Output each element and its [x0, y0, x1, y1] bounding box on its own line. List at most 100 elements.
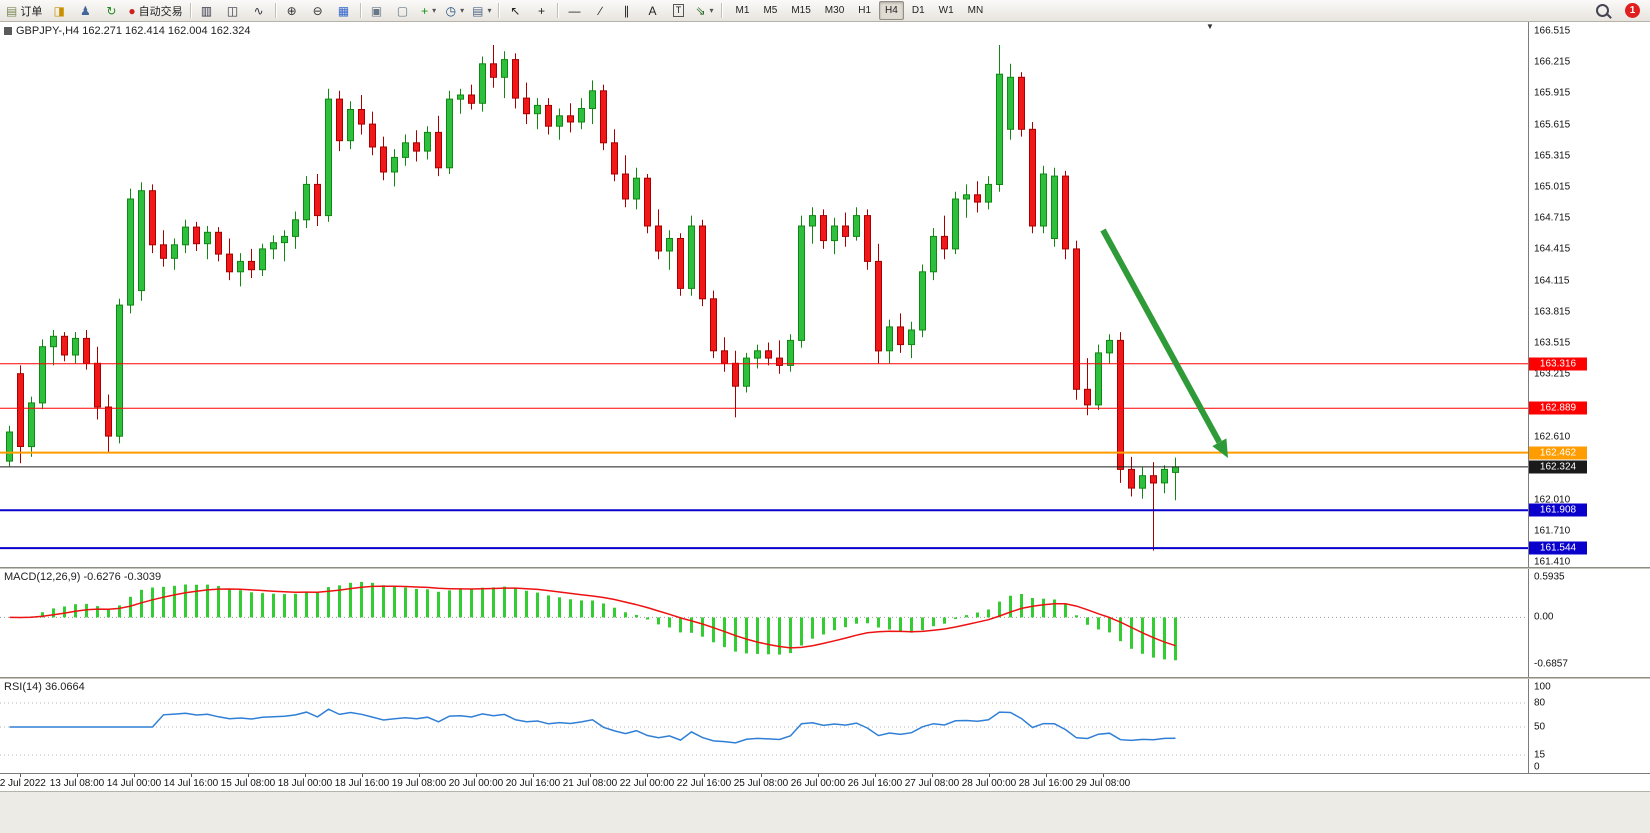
profile-icon[interactable]: ♟ [72, 1, 98, 21]
equidistant-channel-icon[interactable]: ∥ [613, 1, 639, 21]
periods-icon: ◷ [445, 3, 457, 18]
auto-arrange-icon[interactable]: ▢ [390, 1, 416, 21]
bottom-strip [0, 791, 1650, 833]
periods-icon[interactable]: ◷ ▾ [442, 1, 469, 21]
panel-splitter[interactable] [0, 567, 1650, 569]
indicators-icon-dropdown-arrow-icon[interactable]: ▾ [432, 6, 437, 15]
time-axis-label: 27 Jul 08:00 [904, 778, 960, 789]
timeframe-m1-button[interactable]: M1 [735, 5, 750, 16]
time-axis-label: 20 Jul 16:00 [505, 778, 561, 789]
zoom-out-icon[interactable]: ⊖ [305, 1, 331, 21]
price-level-badge: 162.462 [1529, 446, 1587, 460]
macd-canvas[interactable] [0, 569, 1528, 677]
time-axis-label: 29 Jul 08:00 [1075, 778, 1131, 789]
trendline-icon[interactable]: ∕ [587, 1, 613, 21]
timeframe-w1-button[interactable]: W1 [938, 5, 954, 16]
grid-icon: ▦ [337, 3, 350, 18]
templates-icon-dropdown-arrow-icon[interactable]: ▾ [487, 6, 492, 15]
price-axis-tick: 161.410 [1534, 556, 1571, 568]
price-axis-tick: 166.515 [1534, 25, 1571, 37]
rsi-label: RSI(14) 36.0664 [4, 681, 85, 693]
time-axis-label: 13 Jul 08:00 [49, 778, 105, 789]
time-axis-label: 28 Jul 16:00 [1018, 778, 1074, 789]
search-button[interactable] [1589, 1, 1615, 21]
toolbar-separator [359, 3, 361, 18]
tile-windows-icon[interactable]: ▣ [364, 1, 390, 21]
timeframe-m5-button[interactable]: M5 [763, 5, 778, 16]
price-chart-panel[interactable]: GBPJPY-,H4 162.271 162.414 162.004 162.3… [0, 22, 1650, 568]
time-axis-label: 19 Jul 08:00 [391, 778, 447, 789]
autotrading-button[interactable]: ● 自动交易 [124, 1, 186, 21]
new-order-button-label: 订单 [20, 5, 43, 18]
time-axis-tick [248, 774, 249, 777]
new-order-button[interactable]: ▤ 订单 [2, 1, 46, 21]
macd-panel[interactable]: MACD(12,26,9) -0.6276 -0.3039 0.5935 0.00… [0, 569, 1650, 677]
macd-axis[interactable]: 0.5935 0.00 -0.6857 [1528, 569, 1650, 677]
timeframe-m30-button[interactable]: M30 [824, 5, 845, 16]
horizontal-line-icon[interactable]: — [561, 1, 587, 21]
text-box-icon[interactable]: T [665, 1, 691, 21]
trend-arrow-annotation[interactable] [1100, 228, 1228, 458]
periods-icon-dropdown-arrow-icon[interactable]: ▾ [460, 6, 465, 15]
timeframe-mn-button[interactable]: MN [967, 5, 984, 16]
grid-icon[interactable]: ▦ [331, 1, 357, 21]
rsi-panel[interactable]: RSI(14) 36.0664 100 80 50 15 0 [0, 679, 1650, 773]
autotrading-button-label: 自动交易 [138, 5, 183, 18]
bars-chart-icon[interactable]: ▥ [194, 1, 220, 21]
price-axis-tick: 165.015 [1534, 181, 1571, 193]
crosshair-icon[interactable]: + [528, 1, 554, 21]
time-axis-tick [590, 774, 591, 777]
zoom-out-icon: ⊖ [312, 3, 323, 18]
candlestick-chart-icon[interactable]: ◫ [220, 1, 246, 21]
rsi-axis-tick: 15 [1534, 749, 1546, 761]
price-level-badge: 161.544 [1529, 541, 1587, 555]
time-axis-tick [932, 774, 933, 777]
refresh-icon[interactable]: ↻ [98, 1, 124, 21]
profile-icon: ♟ [79, 3, 91, 18]
cursor-icon[interactable]: ↖ [502, 1, 528, 21]
chart-shift-marker[interactable]: ▼ [1206, 22, 1214, 31]
notification-badge[interactable]: 1 [1625, 3, 1640, 18]
indicators-icon[interactable]: + ▾ [416, 1, 442, 21]
text-label-icon: A [648, 3, 657, 18]
price-axis-tick: 161.710 [1534, 525, 1571, 537]
time-axis-label: 12 Jul 2022 [0, 778, 46, 789]
zoom-in-icon[interactable]: ⊕ [279, 1, 305, 21]
timeframe-h4-button[interactable]: H4 [879, 1, 904, 20]
time-axis-label: 25 Jul 08:00 [733, 778, 789, 789]
time-axis-tick [134, 774, 135, 777]
text-label-icon[interactable]: A [639, 1, 665, 21]
price-axis[interactable]: 166.515 166.215 165.915 165.615 165.315 165.0… [1528, 22, 1650, 568]
timeframe-h1-button[interactable]: H1 [858, 5, 872, 16]
line-chart-icon[interactable]: ∿ [246, 1, 272, 21]
time-axis-tick [1046, 774, 1047, 777]
chart-window-icon[interactable]: ◨ [46, 1, 72, 21]
time-axis-label: 15 Jul 08:00 [220, 778, 276, 789]
toolbar-separator [720, 3, 722, 18]
panel-splitter[interactable] [0, 677, 1650, 679]
arrows-icon-dropdown-arrow-icon[interactable]: ▾ [709, 6, 714, 15]
arrows-icon[interactable]: ⇘ ▾ [691, 1, 717, 21]
price-level-badge: 161.908 [1529, 503, 1587, 517]
timeframe-d1-button[interactable]: D1 [911, 5, 925, 16]
new-order-icon: ▤ [6, 3, 18, 18]
symbol-icon [4, 27, 12, 35]
text-box-icon: T [672, 4, 685, 17]
macd-axis-tick: -0.6857 [1534, 658, 1568, 670]
rsi-axis-tick: 50 [1534, 721, 1546, 733]
time-axis-tick [989, 774, 990, 777]
macd-axis-tick: 0.00 [1534, 611, 1554, 623]
price-chart-canvas[interactable] [0, 22, 1528, 567]
time-axis-tick [647, 774, 648, 777]
rsi-axis-tick: 100 [1534, 681, 1551, 693]
toolbar-separator [189, 3, 191, 18]
timeframe-m15-button[interactable]: M15 [791, 5, 811, 16]
time-axis-tick [476, 774, 477, 777]
time-axis-tick [191, 774, 192, 777]
zoom-in-icon: ⊕ [286, 3, 297, 18]
templates-icon[interactable]: ▤ ▾ [468, 1, 495, 21]
rsi-canvas[interactable] [0, 679, 1528, 773]
time-axis-tick [1103, 774, 1104, 777]
rsi-axis[interactable]: 100 80 50 15 0 [1528, 679, 1650, 773]
